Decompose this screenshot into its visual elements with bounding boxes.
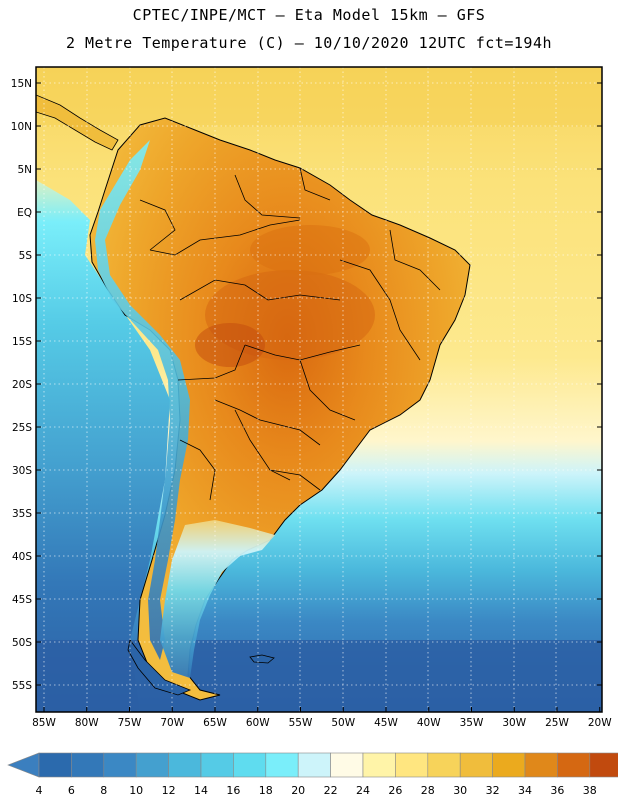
falkland-islands	[249, 654, 275, 664]
lon-tick-label: 50W	[331, 717, 355, 729]
lat-tick-label: 35S	[12, 508, 32, 520]
lon-tick-label: 45W	[374, 717, 398, 729]
lat-tick-label: 30S	[12, 465, 32, 477]
map-title-line2: 2 Metre Temperature (C) – 10/10/2020 12U…	[65, 34, 553, 52]
lat-tick-label: 10N	[11, 121, 32, 133]
colorbar-label: 6	[68, 784, 75, 797]
lon-tick-label: 40W	[417, 717, 441, 729]
lat-tick-label: 5S	[19, 250, 33, 262]
lon-tick-label: 30W	[502, 717, 526, 729]
lon-tick-label: 20W	[588, 717, 612, 729]
colorbar-label: 4	[36, 784, 43, 797]
lat-tick-label: 10S	[12, 293, 32, 305]
lat-tick-label: 5N	[17, 164, 32, 176]
lon-tick-label: 35W	[460, 717, 484, 729]
lon-tick-label: 65W	[203, 717, 227, 729]
colorbar-segment	[265, 752, 299, 778]
map-frame	[35, 66, 603, 713]
colorbar-segment	[459, 752, 493, 778]
lon-tick-label: 60W	[246, 717, 270, 729]
colorbar-label: 30	[453, 784, 467, 797]
colorbar-segment	[395, 752, 429, 778]
colorbar-segment	[103, 752, 137, 778]
lon-tick-label: 25W	[545, 717, 569, 729]
colorbar-label: 24	[356, 784, 370, 797]
colorbar-low-arrow	[7, 752, 40, 778]
colorbar-segment	[524, 752, 558, 778]
lat-tick-label: 20S	[12, 379, 32, 391]
lon-tick-label: 55W	[289, 717, 313, 729]
lon-tick-label: 80W	[75, 717, 99, 729]
temperature-colorbar: 4 6 8 10 12 14 16 18 20 22 24 26 28 30 32 34 36 38	[7, 752, 618, 797]
lon-tick-label: 75W	[118, 717, 142, 729]
lon-tick-label: 85W	[32, 717, 56, 729]
colorbar-segment	[38, 752, 72, 778]
lat-tick-label: 55S	[12, 680, 32, 692]
map-title-line1: CPTEC/INPE/MCT – Eta Model 15km – GFS	[132, 6, 486, 24]
colorbar-label: 8	[100, 784, 107, 797]
colorbar-segment	[297, 752, 331, 778]
colorbar-segment	[427, 752, 461, 778]
lat-tick-label: 15S	[12, 336, 32, 348]
lat-tick-label: 25S	[12, 422, 32, 434]
lat-tick-label: 40S	[12, 551, 32, 563]
colorbar-segment	[589, 752, 618, 778]
colorbar-label: 18	[259, 784, 273, 797]
colorbar-segment	[362, 752, 396, 778]
lat-tick-label: EQ	[17, 207, 32, 219]
colorbar-segment	[330, 752, 364, 778]
colorbar-segment	[200, 752, 234, 778]
colorbar-label: 32	[486, 784, 500, 797]
colorbar-label: 10	[129, 784, 143, 797]
colorbar-label: 36	[550, 784, 564, 797]
latitude-ticks: 15N 10N 5N EQ 5S 10S 15S 20S 25S 30S 35S 40S 45S 50S 5…	[11, 78, 602, 692]
country-borders	[139, 167, 441, 501]
lon-tick-label: 70W	[160, 717, 184, 729]
pacific-ocean-field	[36, 67, 170, 712]
colorbar-segment	[71, 752, 105, 778]
colorbar-label: 38	[583, 784, 597, 797]
colorbar-segment	[492, 752, 526, 778]
colorbar-segment	[557, 752, 591, 778]
colorbar-segment	[135, 752, 169, 778]
colorbar-label: 28	[421, 784, 435, 797]
colorbar-label: 20	[291, 784, 305, 797]
longitude-ticks: 85W 80W 75W 70W 65W 60W 55W 50W 45W 40W 35W 30W 25W 2…	[32, 707, 612, 729]
colorbar-label: 14	[194, 784, 208, 797]
central-america-land	[36, 94, 119, 151]
colorbar-label: 16	[226, 784, 240, 797]
colorbar-label: 34	[518, 784, 532, 797]
patagonia-cool-area	[160, 520, 275, 678]
andes-cold-band	[95, 140, 190, 660]
lat-tick-label: 15N	[11, 78, 32, 90]
colorbar-label: 26	[388, 784, 402, 797]
lat-tick-label: 50S	[12, 637, 32, 649]
colorbar-segment	[168, 752, 202, 778]
colorbar-label: 22	[324, 784, 338, 797]
colorbar-label: 12	[162, 784, 176, 797]
colorbar-segment	[233, 752, 267, 778]
lat-tick-label: 45S	[12, 594, 32, 606]
